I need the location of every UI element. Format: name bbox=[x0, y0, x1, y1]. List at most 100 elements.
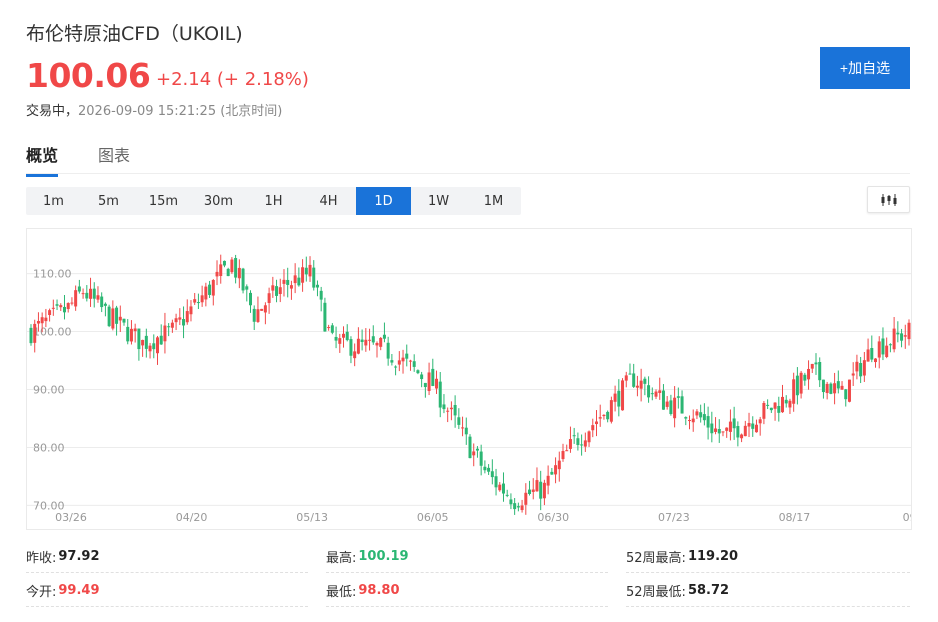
candle-body bbox=[580, 444, 584, 446]
candle-body bbox=[29, 327, 33, 344]
candle-body bbox=[368, 339, 372, 341]
candle-body bbox=[85, 292, 89, 299]
candle-body bbox=[773, 402, 777, 409]
candle-body bbox=[862, 360, 866, 376]
candle-body bbox=[208, 284, 212, 295]
candle-body bbox=[461, 427, 465, 429]
candle-body bbox=[382, 334, 386, 339]
candle-body bbox=[349, 339, 353, 356]
candle-body bbox=[289, 285, 293, 289]
candle-body bbox=[379, 337, 383, 347]
period-1d[interactable]: 1D bbox=[356, 187, 411, 215]
period-15m[interactable]: 15m bbox=[148, 193, 179, 209]
candle-body bbox=[129, 328, 133, 342]
candle-body bbox=[371, 336, 375, 343]
stat-prev-close: 昨收: 97.92 bbox=[26, 540, 308, 573]
candle-body bbox=[163, 325, 167, 342]
candle-body bbox=[736, 426, 740, 438]
candle-body bbox=[606, 411, 610, 420]
candle-body bbox=[807, 368, 811, 380]
candle-body bbox=[870, 348, 874, 360]
candle-body bbox=[185, 311, 189, 323]
candle-body bbox=[126, 326, 130, 342]
candle-body bbox=[81, 293, 85, 295]
candle-body bbox=[293, 275, 297, 284]
status-label: 交易中， bbox=[26, 104, 79, 119]
period-1m[interactable]: 1m bbox=[43, 193, 64, 209]
candle-body bbox=[799, 372, 803, 394]
candle-body bbox=[665, 401, 669, 407]
candle-body bbox=[48, 310, 52, 315]
candle-body bbox=[814, 362, 818, 365]
candle-body bbox=[717, 428, 721, 434]
candle-body bbox=[528, 489, 532, 494]
candle-body bbox=[74, 290, 78, 307]
candle-body bbox=[751, 423, 755, 429]
period-1w[interactable]: 1W bbox=[427, 193, 450, 209]
period-4h[interactable]: 4H bbox=[319, 193, 338, 209]
candle-body bbox=[706, 416, 710, 428]
candle-body bbox=[133, 328, 137, 332]
candle-body bbox=[732, 418, 736, 429]
stat-label: 52周最低: bbox=[626, 584, 686, 600]
candle-body bbox=[795, 375, 799, 396]
candle-body bbox=[115, 307, 119, 324]
candle-body bbox=[594, 421, 598, 425]
price-chart[interactable]: 110.00 100.00 90.00 80.00 70.00 03/26 04/20 05/… bbox=[26, 228, 912, 530]
candle-body bbox=[539, 481, 543, 499]
candle-body bbox=[635, 385, 639, 388]
candle-body bbox=[70, 302, 74, 304]
candle-body bbox=[66, 303, 70, 310]
candle-body bbox=[498, 484, 502, 491]
candle-body bbox=[661, 390, 665, 410]
candle-body bbox=[617, 390, 621, 407]
candle-body bbox=[647, 385, 651, 398]
candle-body bbox=[632, 373, 636, 387]
candle-body bbox=[769, 407, 773, 411]
period-1h[interactable]: 1H bbox=[264, 193, 283, 209]
candle-body bbox=[170, 322, 174, 328]
candle-body bbox=[509, 499, 513, 505]
tab-overview[interactable]: 概览 bbox=[26, 142, 59, 177]
last-price: 100.06 bbox=[26, 56, 151, 95]
candle-body bbox=[323, 302, 327, 332]
instrument-title: 布伦特原油CFD（UKOIL) bbox=[26, 23, 243, 45]
candle-body bbox=[866, 349, 870, 362]
candle-body bbox=[438, 381, 442, 408]
candle-body bbox=[725, 427, 729, 431]
candle-body bbox=[781, 396, 785, 413]
tab-chart[interactable]: 图表 bbox=[98, 146, 131, 165]
candle-body bbox=[40, 317, 44, 324]
candle-body bbox=[211, 280, 215, 296]
candle-body bbox=[263, 305, 267, 313]
candle-body bbox=[334, 336, 338, 341]
candle-body bbox=[621, 380, 625, 411]
candle-body bbox=[810, 363, 814, 369]
candle-body bbox=[152, 343, 156, 350]
add-to-watchlist-button[interactable]: +加自选 bbox=[820, 47, 910, 89]
candle-body bbox=[546, 475, 550, 486]
x-tick-label: 04/20 bbox=[176, 511, 208, 524]
y-tick-label: 90.00 bbox=[33, 383, 65, 396]
stat-value: 100.19 bbox=[358, 548, 409, 564]
period-5m[interactable]: 5m bbox=[98, 193, 119, 209]
candle-body bbox=[442, 404, 446, 410]
candle-body bbox=[602, 414, 606, 417]
candle-body bbox=[397, 360, 401, 365]
candle-body bbox=[435, 378, 439, 389]
y-tick-label: 80.00 bbox=[33, 441, 65, 454]
period-30m[interactable]: 30m bbox=[203, 193, 234, 209]
candle-body bbox=[557, 460, 561, 470]
stat-open: 今开: 99.49 bbox=[26, 574, 308, 607]
candle-body bbox=[301, 267, 305, 283]
candle-body bbox=[330, 325, 334, 333]
candle-body bbox=[245, 286, 249, 290]
period-1mo[interactable]: 1M bbox=[483, 193, 504, 209]
chart-type-button[interactable] bbox=[867, 186, 910, 213]
stat-value: 58.72 bbox=[687, 582, 730, 598]
candle-body bbox=[654, 391, 658, 397]
candle-body bbox=[788, 400, 792, 408]
candle-body bbox=[100, 296, 104, 308]
candle-body bbox=[446, 410, 450, 412]
candle-body bbox=[676, 396, 680, 398]
